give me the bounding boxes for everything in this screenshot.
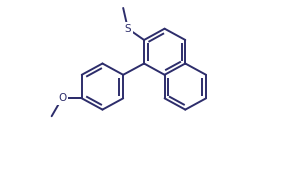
Text: S: S <box>125 24 131 34</box>
Text: O: O <box>58 93 66 103</box>
